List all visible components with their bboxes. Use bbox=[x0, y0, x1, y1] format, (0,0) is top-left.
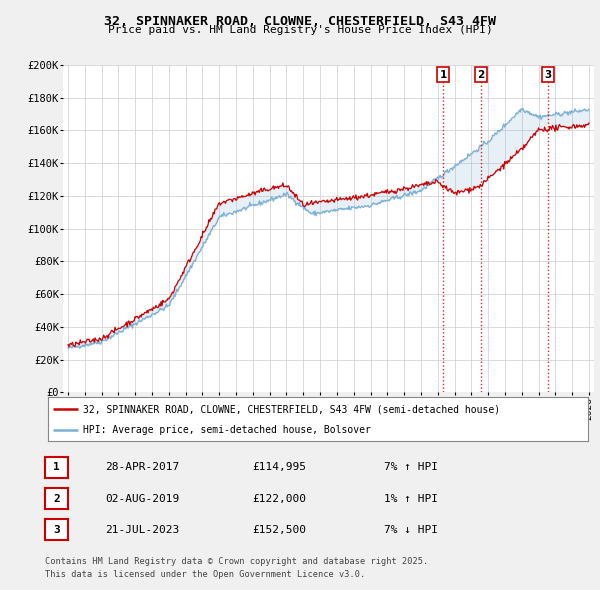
Text: £114,995: £114,995 bbox=[252, 463, 306, 472]
Text: £122,000: £122,000 bbox=[252, 494, 306, 503]
Text: 28-APR-2017: 28-APR-2017 bbox=[105, 463, 179, 472]
Text: 1: 1 bbox=[439, 70, 447, 80]
Text: 3: 3 bbox=[53, 525, 60, 535]
Text: Price paid vs. HM Land Registry's House Price Index (HPI): Price paid vs. HM Land Registry's House … bbox=[107, 25, 493, 35]
Text: 21-JUL-2023: 21-JUL-2023 bbox=[105, 525, 179, 535]
Text: 2: 2 bbox=[53, 494, 60, 503]
Text: This data is licensed under the Open Government Licence v3.0.: This data is licensed under the Open Gov… bbox=[45, 571, 365, 579]
Text: 32, SPINNAKER ROAD, CLOWNE, CHESTERFIELD, S43 4FW (semi-detached house): 32, SPINNAKER ROAD, CLOWNE, CHESTERFIELD… bbox=[83, 405, 500, 414]
Text: 32, SPINNAKER ROAD, CLOWNE, CHESTERFIELD, S43 4FW: 32, SPINNAKER ROAD, CLOWNE, CHESTERFIELD… bbox=[104, 15, 496, 28]
Text: 7% ↓ HPI: 7% ↓ HPI bbox=[384, 525, 438, 535]
Text: Contains HM Land Registry data © Crown copyright and database right 2025.: Contains HM Land Registry data © Crown c… bbox=[45, 558, 428, 566]
Text: 1% ↑ HPI: 1% ↑ HPI bbox=[384, 494, 438, 503]
Text: HPI: Average price, semi-detached house, Bolsover: HPI: Average price, semi-detached house,… bbox=[83, 425, 371, 435]
Text: 7% ↑ HPI: 7% ↑ HPI bbox=[384, 463, 438, 472]
Text: £152,500: £152,500 bbox=[252, 525, 306, 535]
Text: 2: 2 bbox=[478, 70, 485, 80]
Text: 3: 3 bbox=[544, 70, 551, 80]
Text: 02-AUG-2019: 02-AUG-2019 bbox=[105, 494, 179, 503]
Text: 1: 1 bbox=[53, 463, 60, 472]
